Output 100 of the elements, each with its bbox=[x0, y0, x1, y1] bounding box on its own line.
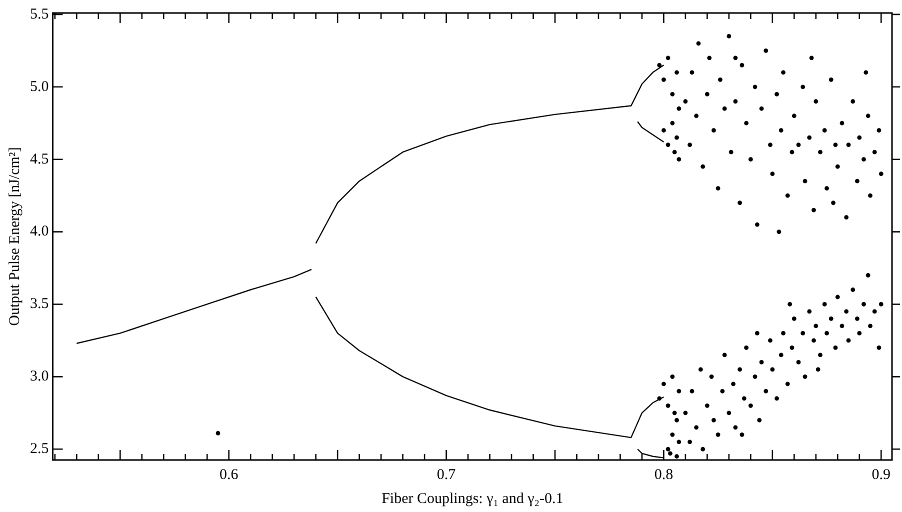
point bbox=[866, 273, 870, 278]
y-tick-label: 4.0 bbox=[30, 224, 49, 240]
point bbox=[868, 324, 872, 328]
point bbox=[824, 186, 829, 191]
point bbox=[704, 92, 710, 96]
point bbox=[740, 62, 744, 68]
point bbox=[781, 331, 786, 336]
point bbox=[778, 352, 784, 358]
point bbox=[855, 316, 860, 321]
point bbox=[866, 114, 870, 118]
point bbox=[690, 70, 694, 75]
point bbox=[722, 352, 727, 358]
point bbox=[850, 288, 856, 292]
point bbox=[748, 157, 753, 162]
point bbox=[862, 157, 866, 162]
point bbox=[683, 410, 688, 416]
point bbox=[844, 309, 849, 314]
point bbox=[812, 338, 816, 343]
point bbox=[809, 56, 814, 60]
point bbox=[672, 150, 677, 154]
point bbox=[707, 56, 712, 60]
x-tick-label: 0.9 bbox=[872, 466, 891, 483]
point bbox=[846, 142, 851, 148]
point bbox=[759, 106, 764, 111]
point bbox=[835, 164, 840, 169]
point bbox=[876, 128, 882, 133]
point bbox=[683, 99, 688, 104]
point bbox=[764, 388, 768, 394]
point bbox=[674, 454, 679, 459]
point bbox=[733, 99, 738, 104]
point bbox=[857, 331, 862, 336]
point bbox=[674, 70, 679, 75]
point bbox=[807, 309, 812, 314]
point bbox=[872, 309, 877, 314]
point bbox=[670, 92, 675, 96]
point bbox=[872, 150, 877, 154]
point bbox=[709, 374, 714, 379]
point bbox=[752, 374, 758, 379]
point bbox=[700, 446, 706, 452]
point bbox=[818, 352, 822, 358]
point bbox=[688, 142, 692, 148]
point bbox=[816, 367, 820, 372]
point bbox=[833, 346, 838, 350]
point bbox=[666, 142, 670, 148]
point bbox=[726, 410, 732, 416]
point bbox=[802, 178, 808, 184]
point bbox=[776, 230, 782, 234]
point bbox=[796, 360, 801, 364]
point bbox=[785, 382, 790, 386]
y-tick-label: 2.5 bbox=[30, 441, 49, 458]
point bbox=[666, 56, 670, 60]
point bbox=[844, 215, 849, 220]
point bbox=[670, 120, 675, 126]
point bbox=[722, 106, 727, 111]
point bbox=[694, 114, 699, 118]
point bbox=[788, 302, 792, 306]
point bbox=[864, 70, 868, 75]
point bbox=[822, 302, 827, 306]
point bbox=[818, 150, 822, 154]
point bbox=[822, 128, 827, 133]
x-tick-label: 0.8 bbox=[654, 466, 674, 483]
point bbox=[770, 172, 775, 176]
point bbox=[781, 70, 786, 75]
point bbox=[676, 106, 682, 111]
point bbox=[738, 200, 742, 206]
point bbox=[774, 396, 779, 401]
point bbox=[814, 99, 818, 104]
point bbox=[744, 346, 749, 350]
point bbox=[764, 48, 768, 53]
point bbox=[668, 451, 672, 456]
point bbox=[662, 382, 666, 386]
point bbox=[657, 62, 662, 68]
point bbox=[800, 84, 806, 90]
point bbox=[755, 331, 760, 336]
point bbox=[752, 84, 758, 90]
point bbox=[878, 302, 884, 306]
point bbox=[831, 200, 836, 206]
y-tick-label: 5.5 bbox=[30, 6, 49, 22]
y-axis-title: Output Pulse Energy [nJ/cm²] bbox=[6, 147, 23, 326]
point bbox=[676, 388, 682, 394]
point bbox=[716, 432, 720, 437]
y-tick-label: 5.0 bbox=[30, 78, 49, 95]
y-tick-label: 3.0 bbox=[30, 368, 49, 385]
point bbox=[774, 92, 779, 96]
point bbox=[768, 338, 772, 343]
point bbox=[728, 150, 734, 154]
x-tick-label: 0.6 bbox=[219, 466, 239, 483]
point bbox=[676, 440, 682, 444]
point bbox=[720, 388, 725, 394]
point bbox=[733, 425, 738, 430]
point bbox=[698, 367, 703, 372]
point bbox=[828, 77, 834, 82]
point bbox=[768, 142, 772, 148]
point bbox=[855, 178, 860, 184]
point bbox=[674, 135, 679, 140]
point bbox=[833, 142, 838, 148]
point bbox=[846, 338, 851, 343]
point bbox=[672, 410, 677, 416]
point bbox=[790, 150, 794, 154]
point bbox=[688, 440, 692, 444]
